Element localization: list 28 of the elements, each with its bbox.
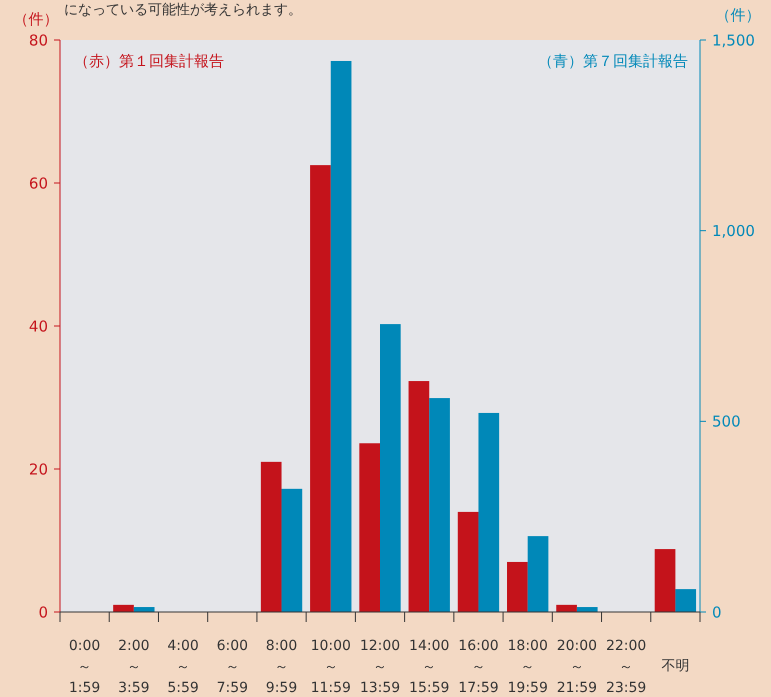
text: （赤）第１回集計報告 bbox=[74, 52, 224, 70]
y2-tick-label: 0 bbox=[712, 603, 722, 622]
x-tick-label: 16:00 ～ 17:59 bbox=[458, 638, 499, 696]
y2-axis-title: （件） bbox=[716, 6, 760, 24]
x-tick-label: 不明 bbox=[661, 658, 690, 674]
text: になっている可能性が考えられます。 bbox=[64, 2, 302, 18]
x-tick-label: 4:00 ～ 5:59 bbox=[167, 638, 199, 696]
x-tick-label: 18:00 ～ 19:59 bbox=[508, 638, 548, 696]
y-tick-label: 80 bbox=[28, 31, 48, 50]
x-tick-label: 12:00 ～ 13:59 bbox=[360, 638, 400, 696]
x-tick-label: 20:00 ～ 21:59 bbox=[556, 638, 598, 696]
text: （青）第７回集計報告 bbox=[538, 52, 688, 70]
x-tick-label: 2:00 ～ 3:59 bbox=[118, 638, 150, 696]
x-tick-label: 22:00 ～ 23:59 bbox=[606, 638, 646, 696]
y-tick-label: 40 bbox=[28, 317, 48, 336]
y-axis-title: （件） bbox=[14, 10, 58, 28]
x-tick-label: 14:00 ～ 15:59 bbox=[409, 638, 450, 696]
x-tick-label: 0:00 ～ 1:59 bbox=[68, 638, 100, 696]
y-tick-label: 60 bbox=[28, 174, 48, 192]
bar bbox=[654, 549, 676, 612]
y2-tick-label: 500 bbox=[712, 412, 741, 431]
y2-tick-label: 1,000 bbox=[712, 222, 755, 240]
x-tick-label: 10:00 ～ 11:59 bbox=[310, 638, 351, 696]
x-tick-label: 8:00 ～ 9:59 bbox=[266, 638, 298, 696]
x-tick-label: 6:00 ～ 7:59 bbox=[216, 638, 248, 696]
y-tick-label: 0 bbox=[38, 603, 48, 622]
y2-tick-label: 1,500 bbox=[712, 31, 755, 50]
y-tick-label: 20 bbox=[28, 460, 48, 478]
